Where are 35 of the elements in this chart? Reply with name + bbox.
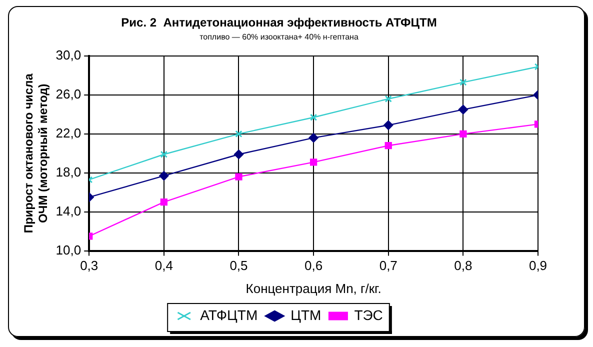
point xyxy=(160,150,168,158)
chart-subtitle: топливо — 60% изооктана+ 40% н-гептана xyxy=(200,32,359,42)
point xyxy=(159,171,169,181)
point xyxy=(384,95,392,102)
point xyxy=(458,104,468,114)
point xyxy=(234,150,244,160)
x-tick-label: 0,4 xyxy=(154,258,173,274)
x-axis-title: Концентрация Mn, г/кг. xyxy=(246,280,382,296)
y-tick-label: 26,0 xyxy=(56,86,82,102)
y-tick-label: 18,0 xyxy=(56,164,82,180)
point xyxy=(235,130,242,138)
y-tick-label: 22,0 xyxy=(56,126,82,140)
y-tick-label: 30,0 xyxy=(56,48,82,63)
point xyxy=(308,133,318,143)
y-tick-label: 10,0 xyxy=(56,242,82,258)
x-tick-label: 0,9 xyxy=(528,258,548,274)
point xyxy=(384,142,392,150)
legend-label: АТФЦТМ xyxy=(200,306,258,323)
x-tick-label: 0,8 xyxy=(454,258,472,274)
point xyxy=(460,78,467,86)
legend-label: ТЭС xyxy=(354,306,383,323)
x-tick-label: 0,5 xyxy=(230,258,248,274)
x-tick-label: 0,3 xyxy=(80,258,98,274)
point xyxy=(460,130,467,138)
point xyxy=(384,120,394,130)
point xyxy=(160,198,168,206)
point xyxy=(310,114,318,121)
chart-title: Рис. 2 Антидетонационная эффективность АТФЦТМ xyxy=(121,16,437,30)
x-tick-label: 0,7 xyxy=(379,258,398,274)
legend-label: ЦТМ xyxy=(290,306,322,323)
point xyxy=(310,158,318,166)
y-axis-title: Прирост октанового числа ОЧМ (моторный метод) xyxy=(22,73,50,234)
point xyxy=(235,173,242,180)
x-tick-label: 0,6 xyxy=(304,258,323,274)
y-tick-label: 14,0 xyxy=(56,203,82,218)
